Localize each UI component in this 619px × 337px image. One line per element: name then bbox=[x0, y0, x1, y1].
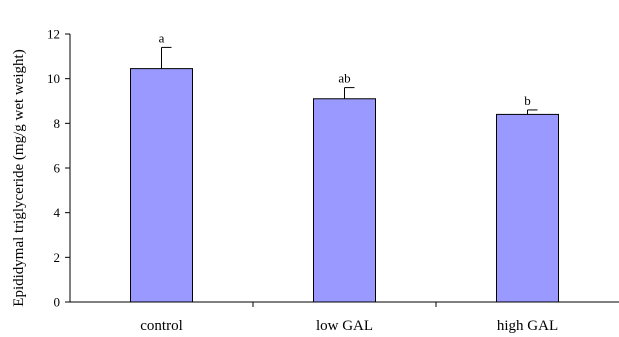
y-tick-label: 8 bbox=[54, 116, 61, 131]
significance-label: b bbox=[524, 93, 531, 108]
y-tick-label: 2 bbox=[54, 250, 61, 265]
significance-label: a bbox=[159, 30, 165, 45]
bars-group bbox=[130, 68, 559, 303]
bar-low-gal bbox=[313, 98, 376, 303]
y-tick-label: 12 bbox=[47, 27, 60, 42]
bar-high-gal bbox=[496, 113, 559, 303]
y-tick-label: 10 bbox=[47, 71, 60, 86]
category-label: low GAL bbox=[316, 318, 373, 334]
significance-label: ab bbox=[338, 71, 350, 86]
category-label: control bbox=[140, 318, 183, 334]
y-tick-label: 4 bbox=[54, 205, 61, 220]
category-labels-group: control low GAL high GAL bbox=[140, 318, 558, 334]
category-label: high GAL bbox=[497, 318, 558, 334]
error-bars-group bbox=[161, 46, 538, 115]
significance-labels-group: a ab b bbox=[159, 30, 531, 108]
y-axis-ticks: 0 2 4 6 8 10 12 bbox=[47, 27, 437, 310]
bar-control bbox=[130, 68, 193, 303]
y-axis-title: Epididymal triglyceride (mg/g wet weight… bbox=[11, 49, 27, 306]
y-tick-label: 6 bbox=[54, 161, 61, 176]
y-tick-label: 0 bbox=[54, 295, 61, 310]
